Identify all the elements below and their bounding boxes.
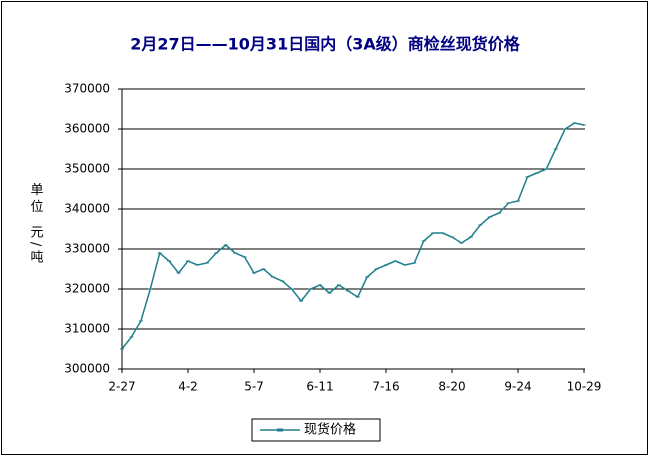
chart-title: 2月27日——10月31日国内（3A级）商检丝现货价格	[130, 35, 520, 54]
y-tick-label: 370000	[64, 82, 110, 96]
x-tick-label: 5-7	[244, 380, 264, 394]
legend-box	[251, 418, 381, 442]
y-tick-label: 300000	[64, 362, 110, 376]
x-tick-label: 9-24	[504, 380, 531, 394]
x-tick-label: 7-16	[372, 380, 399, 394]
x-tick-label: 10-29	[567, 380, 602, 394]
x-tick-label: 8-20	[438, 380, 465, 394]
y-tick-label: 320000	[64, 282, 110, 296]
x-tick-label: 4-2	[178, 380, 198, 394]
x-tick-label: 6-11	[306, 380, 333, 394]
y-axis-label: 单位 元/吨	[28, 183, 44, 268]
y-tick-label: 330000	[64, 242, 110, 256]
x-tick-label: 2-27	[108, 380, 135, 394]
y-tick-label: 350000	[64, 162, 110, 176]
legend-label: 现货价格	[304, 422, 356, 438]
y-tick-label: 310000	[64, 322, 110, 336]
y-tick-label: 340000	[64, 202, 110, 216]
y-tick-label: 360000	[64, 122, 110, 136]
